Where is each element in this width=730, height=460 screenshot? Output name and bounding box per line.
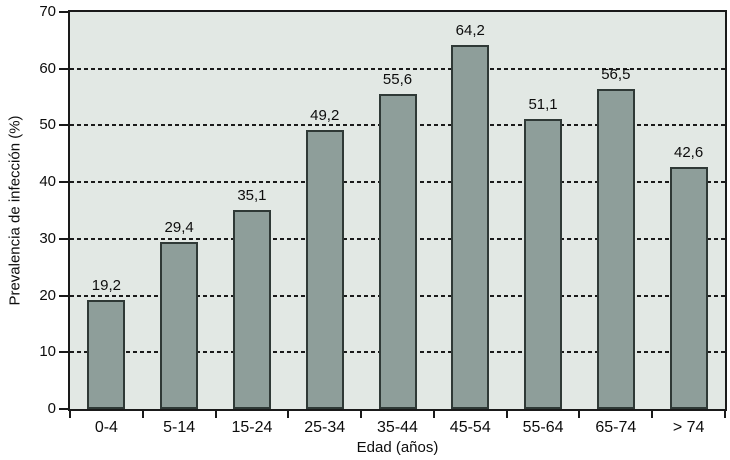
y-tick-mark <box>59 181 68 184</box>
bar-5-14 <box>160 242 199 409</box>
bar-35-44 <box>378 93 417 409</box>
y-tick-mark <box>59 124 68 127</box>
bar-value-label: 64,2 <box>455 21 485 39</box>
x-tick-mark <box>214 411 217 418</box>
y-tick-mark <box>59 11 68 13</box>
y-tick-label-30: 30 <box>39 229 56 247</box>
y-tick-label-0: 0 <box>47 400 56 417</box>
x-tick-mark <box>578 411 581 418</box>
bar-55-64 <box>524 119 563 409</box>
bar-value-label: 42,6 <box>674 144 704 162</box>
y-axis-title: Prevalencia de infección (%) <box>6 115 24 306</box>
bar-25-34 <box>305 129 344 409</box>
y-tick-mark <box>59 294 68 297</box>
x-tick-mark <box>287 411 290 418</box>
x-tick-mark <box>724 411 726 418</box>
bar-value-label: 29,4 <box>164 219 194 237</box>
x-tick-mark <box>651 411 654 418</box>
x-tick-mark <box>360 411 363 418</box>
x-tick-mark <box>69 411 71 418</box>
x-category-label-35-44: 35-44 <box>377 419 418 436</box>
y-tick-label-20: 20 <box>39 286 56 304</box>
y-tick-mark <box>59 237 68 240</box>
bar-15-24 <box>232 209 271 409</box>
bar-value-label: 51,1 <box>528 96 558 114</box>
y-tick-label-70: 70 <box>39 3 56 20</box>
plot-area: 19,2 29,4 35,1 49,2 55,6 64,2 51,1 56,5 42,6 <box>68 10 727 411</box>
bar-value-label: 19,2 <box>91 277 121 295</box>
y-tick-label-60: 60 <box>39 59 56 77</box>
y-tick-label-10: 10 <box>39 343 56 361</box>
x-tick-mark <box>141 411 144 418</box>
y-tick-label-40: 40 <box>39 173 56 191</box>
bar-value-label: 55,6 <box>382 70 413 88</box>
x-category-label-45-54: 45-54 <box>449 419 491 436</box>
y-tick-mark <box>59 408 68 410</box>
y-tick-mark <box>59 351 68 354</box>
x-category-label-0-4: 0-4 <box>94 419 118 436</box>
x-tick-mark <box>505 411 508 418</box>
bar-45-54 <box>451 44 490 409</box>
y-tick-mark <box>59 67 68 70</box>
x-category-label-55-64: 55-64 <box>522 419 564 436</box>
x-category-label-> 74: > 74 <box>672 419 705 436</box>
x-category-label-15-24: 15-24 <box>231 419 273 436</box>
bar-value-label: 35,1 <box>237 186 267 204</box>
x-category-label-65-74: 65-74 <box>595 419 637 436</box>
bar-> 74 <box>669 167 708 409</box>
bar-0-4 <box>87 300 126 409</box>
x-tick-mark <box>432 411 435 418</box>
bar-value-label: 56,5 <box>601 65 631 83</box>
y-tick-label-50: 50 <box>39 116 56 134</box>
x-category-label-25-34: 25-34 <box>304 419 346 436</box>
x-category-label-5-14: 5-14 <box>163 419 196 436</box>
bar-value-label: 49,2 <box>310 106 340 124</box>
x-axis-title: Edad (años) <box>356 439 439 456</box>
gridline-60 <box>70 67 725 70</box>
bar-65-74 <box>596 88 635 409</box>
